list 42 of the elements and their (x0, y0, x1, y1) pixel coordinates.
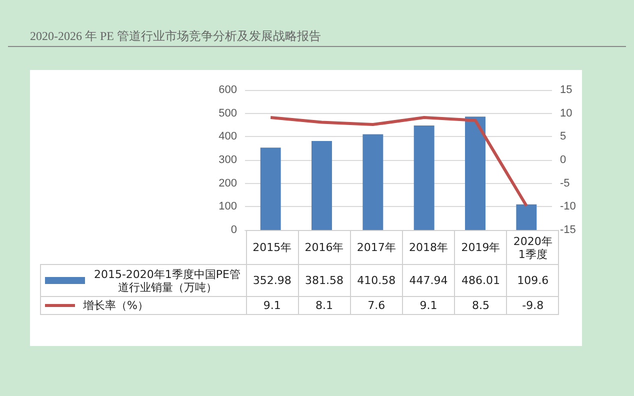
bar (414, 125, 434, 230)
x-tick-label: 2020年1季度 (506, 230, 559, 264)
data-label: 8.1 (298, 296, 350, 314)
y2-tick-label: 10 (560, 107, 572, 120)
chart-title: 2020-2026 年 PE 管道行业市场竞争分析及发展战略报告 (30, 28, 321, 45)
y2-tick-label: 15 (560, 84, 572, 96)
legend-label: 增长率（%） (83, 299, 148, 312)
data-label: -9.8 (506, 296, 559, 314)
y-tick-label: 100 (218, 200, 237, 213)
bar (312, 140, 332, 230)
y-tick-label: 400 (218, 130, 237, 143)
y-tick-label: 300 (218, 154, 237, 166)
bar (260, 148, 281, 230)
data-label: 8.5 (454, 296, 507, 314)
x-tick-label: 2018年 (402, 230, 455, 264)
data-label: 109.6 (506, 264, 559, 296)
y2-tick-label: 0 (560, 154, 566, 166)
y-tick-label: 0 (230, 224, 237, 236)
data-label: 410.58 (350, 264, 402, 296)
line-series (269, 116, 528, 208)
y2-tick-label: -5 (560, 177, 570, 190)
y-tick-label: 600 (218, 84, 237, 96)
x-tick-label: 2015年 (246, 230, 298, 264)
y-tick-label: 200 (218, 177, 237, 190)
data-label: 9.1 (246, 296, 298, 314)
x-tick-label: 2019年 (454, 230, 507, 264)
bar (516, 204, 537, 230)
data-label: 9.1 (402, 296, 455, 314)
data-label: 486.01 (454, 264, 507, 296)
data-label: 447.94 (402, 264, 455, 296)
y2-tick-label: 5 (560, 130, 566, 143)
x-tick-label: 2017年 (350, 230, 402, 264)
legend-label: 2015-2020年1季度中国PE管道行业销量（万吨） (92, 268, 242, 294)
y2-tick-label: -10 (560, 200, 576, 213)
x-tick-label: 2016年 (298, 230, 350, 264)
y2-tick-label: -15 (560, 224, 576, 236)
data-label: 381.58 (298, 264, 350, 296)
bar (465, 116, 486, 230)
data-label: 352.98 (246, 264, 298, 296)
y-tick-label: 500 (218, 107, 237, 120)
bar (362, 134, 384, 230)
data-label: 7.6 (350, 296, 402, 314)
